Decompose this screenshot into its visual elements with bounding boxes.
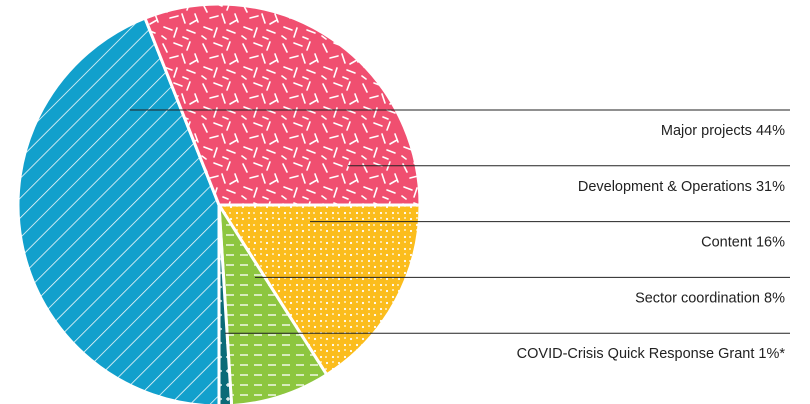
legend-value: 1%* <box>758 346 785 362</box>
pie-slice <box>16 16 221 404</box>
legend-value: 8% <box>764 290 785 306</box>
legend-value: 31% <box>756 179 785 195</box>
legend-name: Major projects <box>661 123 752 139</box>
legend-label: COVID-Crisis Quick Response Grant 1%* <box>517 346 786 362</box>
legend-name: Sector coordination <box>635 290 760 306</box>
legend-name: Development & Operations <box>578 179 752 195</box>
legend-name: Content <box>701 235 752 251</box>
pie-slice <box>217 203 234 404</box>
pie-slice <box>217 203 422 377</box>
legend-label: Content 16% <box>701 235 785 251</box>
legend-value: 44% <box>756 123 785 139</box>
pie-slice <box>217 203 329 404</box>
legend-label: Major projects 44% <box>661 123 785 139</box>
legend-name: COVID-Crisis Quick Response Grant <box>517 346 755 362</box>
pie-slice <box>143 2 422 207</box>
legend-label: Development & Operations 31% <box>578 179 785 195</box>
legend-value: 16% <box>756 235 785 251</box>
legend-label: Sector coordination 8% <box>635 290 785 306</box>
